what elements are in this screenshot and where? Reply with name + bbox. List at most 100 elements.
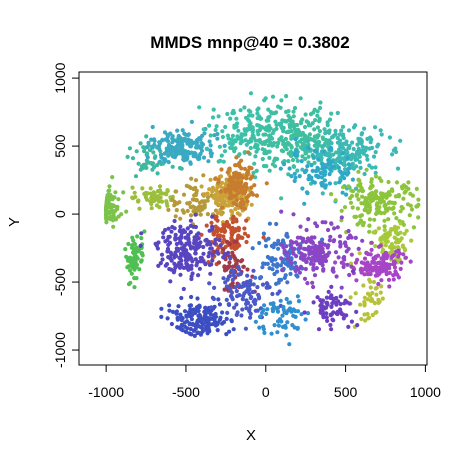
data-point (337, 132, 342, 137)
data-point (193, 224, 198, 230)
data-point (270, 94, 276, 99)
data-point (339, 215, 344, 220)
data-point (325, 318, 330, 323)
data-point (340, 124, 346, 129)
data-point (356, 246, 361, 251)
data-point (239, 284, 244, 289)
data-point (285, 320, 290, 325)
data-point (234, 197, 239, 203)
data-point (245, 267, 250, 272)
data-point (214, 124, 219, 129)
data-point (198, 259, 203, 264)
data-point (398, 266, 403, 271)
data-point (318, 170, 323, 176)
data-point (293, 314, 298, 319)
data-point (349, 235, 354, 240)
data-point (389, 227, 394, 232)
data-point (329, 327, 334, 332)
data-point (289, 260, 294, 265)
data-point (213, 237, 218, 242)
data-point (285, 140, 290, 145)
data-point (353, 291, 358, 296)
data-point (365, 268, 370, 273)
data-point (306, 154, 311, 159)
data-point (178, 312, 183, 317)
data-point (227, 241, 232, 247)
data-point (346, 235, 351, 241)
data-point (353, 186, 359, 191)
data-point (234, 289, 239, 294)
data-point (352, 214, 357, 219)
data-point (383, 265, 388, 270)
data-point (368, 285, 373, 290)
data-point (315, 245, 320, 251)
data-point (316, 327, 322, 332)
data-point (123, 247, 128, 252)
data-point (321, 315, 326, 320)
data-point (328, 322, 333, 328)
data-point (110, 216, 115, 221)
data-point (169, 229, 174, 234)
data-point (208, 133, 213, 138)
data-point (202, 199, 207, 204)
data-point (386, 179, 391, 185)
data-point (176, 150, 181, 156)
data-point (330, 159, 335, 164)
data-point (363, 196, 368, 201)
data-point (246, 234, 251, 239)
data-point (387, 270, 392, 275)
data-point (386, 200, 391, 205)
data-point (224, 316, 229, 321)
data-point (355, 142, 360, 147)
data-point (217, 317, 222, 322)
data-point (236, 272, 241, 277)
data-point (342, 205, 348, 210)
data-point (186, 233, 191, 238)
data-point (252, 144, 257, 150)
data-point (311, 300, 316, 305)
data-point (305, 311, 311, 316)
data-point (210, 189, 215, 194)
data-point (310, 121, 315, 126)
data-point (286, 159, 291, 164)
data-point (227, 273, 233, 278)
data-point (409, 238, 414, 243)
data-point (176, 325, 181, 330)
data-point (184, 313, 189, 318)
data-point (237, 164, 242, 169)
data-point (238, 235, 244, 240)
data-point (219, 167, 224, 172)
data-point (312, 251, 317, 256)
data-point (257, 325, 262, 330)
data-point (340, 190, 345, 195)
data-point (182, 138, 187, 143)
data-point (395, 166, 401, 171)
data-point (220, 134, 225, 140)
data-point (132, 190, 137, 195)
data-point (246, 289, 251, 294)
data-point (382, 218, 387, 223)
data-point (279, 277, 284, 282)
data-point (156, 263, 161, 268)
data-point (357, 251, 362, 256)
data-point (197, 266, 202, 271)
data-point (232, 239, 237, 244)
data-point (369, 179, 374, 185)
data-point (205, 331, 210, 336)
data-point (326, 243, 331, 248)
data-point (155, 171, 160, 176)
data-point (166, 207, 171, 212)
data-point (285, 256, 290, 261)
data-point (157, 159, 162, 164)
data-point (231, 108, 236, 113)
data-point (358, 165, 363, 170)
data-point (144, 134, 149, 139)
data-point (186, 237, 191, 242)
data-point (150, 124, 155, 130)
data-point (209, 316, 214, 321)
data-point (238, 175, 243, 180)
data-point (132, 267, 137, 272)
data-point (326, 289, 331, 294)
data-point (221, 222, 226, 227)
data-point (166, 153, 171, 158)
